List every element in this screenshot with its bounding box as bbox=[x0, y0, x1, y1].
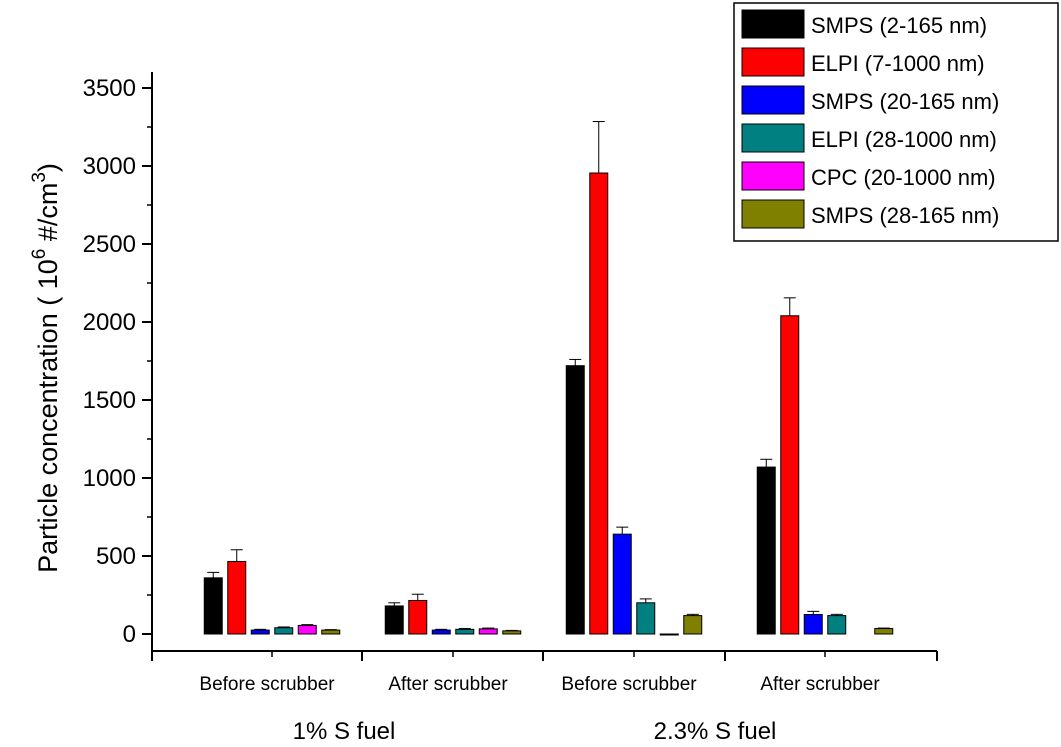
legend: SMPS (2-165 nm) ELPI (7-1000 nm) SMPS (20-… bbox=[733, 2, 1059, 242]
bar bbox=[384, 605, 404, 635]
legend-label: SMPS (20-165 nm) bbox=[811, 89, 999, 114]
y-tick-label: 1000 bbox=[83, 465, 136, 492]
bar bbox=[203, 577, 223, 635]
legend-label: SMPS (2-165 nm) bbox=[811, 13, 987, 38]
legend-label: ELPI (7-1000 nm) bbox=[811, 51, 985, 76]
legend-swatch bbox=[741, 9, 805, 39]
bar bbox=[803, 614, 823, 635]
y-tick-label: 2000 bbox=[83, 309, 136, 336]
y-tick-label: 1500 bbox=[83, 387, 136, 414]
y-tick-label: 500 bbox=[96, 543, 136, 570]
legend-swatch bbox=[741, 85, 805, 115]
bar bbox=[659, 633, 679, 636]
group-labels: 1% S fuel 2.3% S fuel bbox=[293, 718, 777, 745]
bar bbox=[612, 533, 632, 635]
bar bbox=[321, 629, 341, 635]
bar bbox=[250, 629, 270, 635]
y-tick-label: 0 bbox=[123, 621, 136, 648]
category-label: Before scrubber bbox=[561, 674, 697, 695]
y-axis-label: Particle concentration ( 106 #/cm3) bbox=[29, 163, 63, 573]
bar bbox=[565, 365, 585, 635]
bar bbox=[502, 630, 522, 635]
bar bbox=[431, 629, 451, 635]
group-label: 2.3% S fuel bbox=[654, 718, 777, 745]
bars bbox=[203, 172, 894, 636]
category-label: After scrubber bbox=[388, 674, 508, 695]
legend-label: CPC (20-1000 nm) bbox=[811, 165, 996, 190]
legend-swatch bbox=[741, 47, 805, 77]
legend-label: SMPS (28-165 nm) bbox=[811, 203, 999, 228]
legend-label: ELPI (28-1000 nm) bbox=[811, 127, 997, 152]
category-label: Before scrubber bbox=[199, 674, 335, 695]
error-bars bbox=[207, 121, 890, 631]
bar bbox=[455, 628, 475, 635]
bar bbox=[478, 628, 498, 635]
y-tick-label: 3000 bbox=[83, 153, 136, 180]
bar bbox=[589, 172, 609, 635]
legend-swatch bbox=[741, 199, 805, 229]
y-ticks: 0 500 1000 1500 2000 2500 3000 3500 bbox=[83, 75, 152, 648]
category-label: After scrubber bbox=[760, 674, 880, 695]
bar bbox=[756, 466, 776, 635]
bar bbox=[227, 560, 247, 635]
bar bbox=[683, 615, 703, 635]
bar bbox=[827, 615, 847, 635]
y-tick-label: 2500 bbox=[83, 231, 136, 258]
x-ticks bbox=[151, 651, 938, 661]
y-tick-label: 3500 bbox=[83, 75, 136, 102]
group-label: 1% S fuel bbox=[293, 718, 396, 745]
bar bbox=[274, 627, 294, 635]
bar bbox=[636, 602, 656, 635]
legend-swatch bbox=[741, 161, 805, 191]
category-labels: Before scrubber After scrubber Before scru… bbox=[199, 674, 880, 695]
bar bbox=[780, 315, 800, 635]
legend-swatch bbox=[741, 123, 805, 153]
bar bbox=[408, 599, 428, 635]
bar bbox=[297, 624, 317, 635]
bar bbox=[874, 628, 894, 635]
